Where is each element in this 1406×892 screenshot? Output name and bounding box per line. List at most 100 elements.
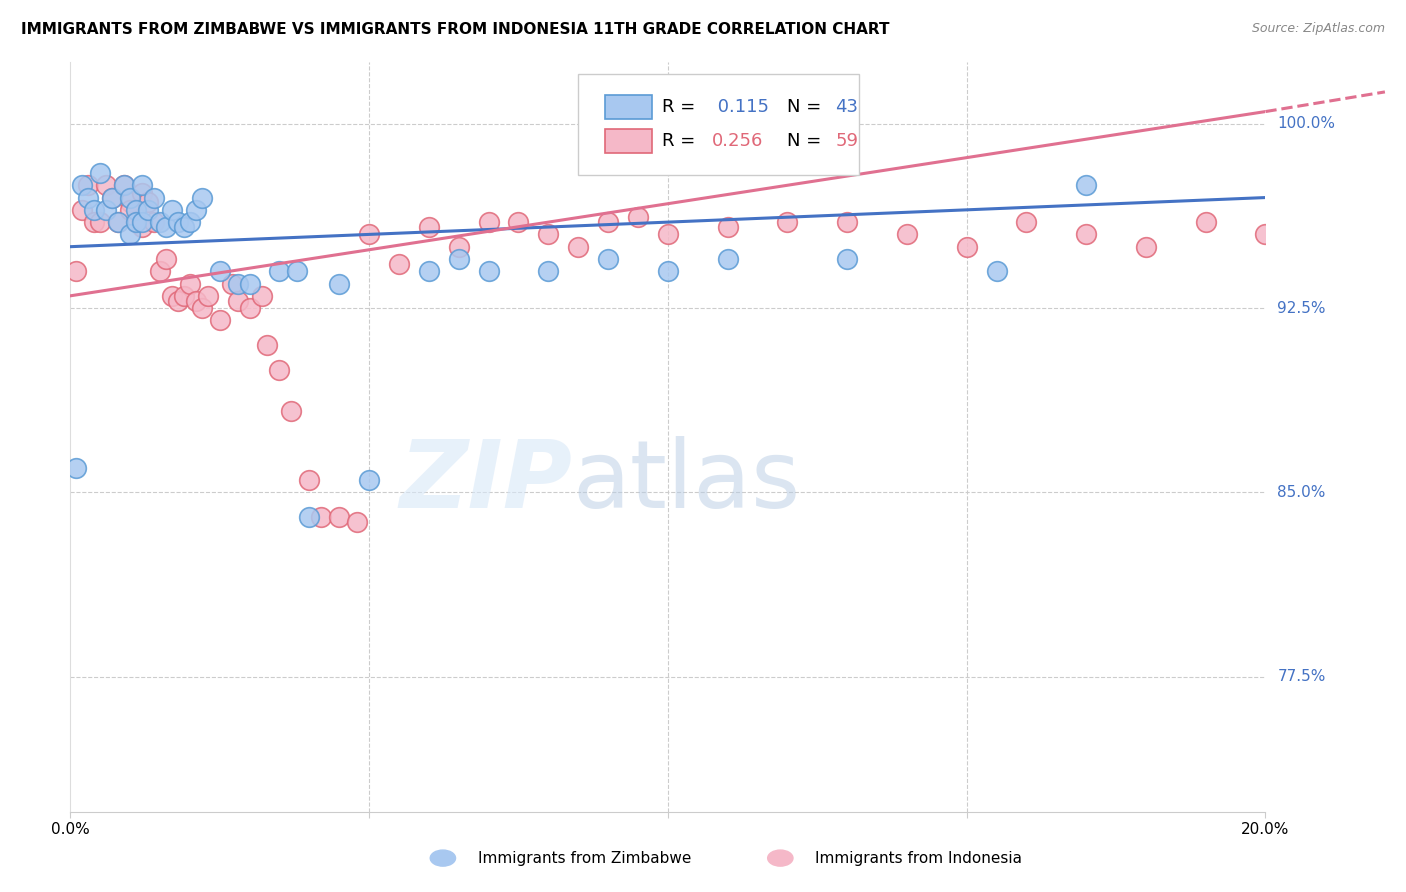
Point	[89, 215, 111, 229]
Point	[269, 362, 291, 376]
Text: IMMIGRANTS FROM ZIMBABWE VS IMMIGRANTS FROM INDONESIA 11TH GRADE CORRELATION CHA: IMMIGRANTS FROM ZIMBABWE VS IMMIGRANTS F…	[21, 22, 890, 37]
Point	[1076, 227, 1098, 242]
Point	[896, 227, 918, 242]
Point	[239, 277, 262, 291]
Point	[298, 473, 321, 487]
Point	[1195, 215, 1218, 229]
Point	[447, 240, 470, 254]
Point	[567, 240, 589, 254]
Point	[131, 215, 153, 229]
Point	[136, 195, 159, 210]
Point	[1315, 240, 1337, 254]
Point	[837, 215, 859, 229]
Point	[717, 220, 740, 235]
Point	[89, 166, 111, 180]
Point	[65, 460, 87, 475]
Point	[328, 277, 350, 291]
Text: R =: R =	[662, 98, 700, 116]
Point	[717, 252, 740, 266]
Text: 43: 43	[835, 98, 858, 116]
Point	[346, 515, 368, 529]
Point	[125, 202, 148, 217]
Point	[120, 227, 141, 242]
Point	[184, 293, 207, 308]
Text: 0.256: 0.256	[711, 132, 763, 150]
Point	[83, 215, 105, 229]
Point	[657, 227, 679, 242]
Point	[478, 264, 501, 278]
Point	[191, 301, 214, 315]
Point	[776, 215, 799, 229]
Point	[120, 190, 141, 204]
Point	[96, 202, 118, 217]
Point	[107, 215, 129, 229]
Point	[221, 277, 243, 291]
FancyBboxPatch shape	[578, 74, 859, 175]
Point	[191, 190, 214, 204]
Point	[287, 264, 309, 278]
Text: 77.5%: 77.5%	[1278, 669, 1326, 684]
Point	[125, 215, 148, 229]
Point	[70, 202, 93, 217]
Point	[155, 252, 177, 266]
Bar	[605, 95, 652, 120]
Point	[131, 220, 153, 235]
Point	[598, 215, 620, 229]
Point	[1135, 240, 1157, 254]
Text: Immigrants from Indonesia: Immigrants from Indonesia	[815, 851, 1022, 865]
Point	[101, 190, 124, 204]
Point	[598, 252, 620, 266]
Point	[131, 178, 153, 193]
Point	[537, 264, 560, 278]
Point	[131, 186, 153, 200]
Point	[155, 220, 177, 235]
Point	[179, 215, 201, 229]
Point	[136, 202, 159, 217]
Point	[65, 264, 87, 278]
Point	[837, 252, 859, 266]
Point	[77, 178, 100, 193]
Text: ZIP: ZIP	[399, 436, 572, 528]
Point	[280, 404, 302, 418]
Point	[239, 301, 262, 315]
Point	[627, 211, 650, 225]
Point	[112, 178, 135, 193]
Text: R =: R =	[662, 132, 700, 150]
Point	[311, 510, 333, 524]
Point	[298, 510, 321, 524]
Point	[77, 190, 100, 204]
Point	[101, 190, 124, 204]
Point	[418, 220, 440, 235]
Point	[208, 264, 231, 278]
Point	[166, 293, 188, 308]
Point	[478, 215, 501, 229]
Text: N =: N =	[787, 132, 827, 150]
Point	[956, 240, 979, 254]
Point	[418, 264, 440, 278]
Point	[359, 473, 381, 487]
Text: 100.0%: 100.0%	[1278, 116, 1336, 131]
Text: 92.5%: 92.5%	[1278, 301, 1326, 316]
Point	[226, 277, 249, 291]
Point	[388, 257, 411, 271]
Point	[328, 510, 350, 524]
Point	[120, 202, 141, 217]
Point	[120, 195, 141, 210]
Point	[1076, 178, 1098, 193]
Text: atlas: atlas	[572, 436, 800, 528]
Point	[173, 220, 195, 235]
Point	[70, 178, 93, 193]
Point	[166, 215, 188, 229]
Point	[149, 264, 172, 278]
Point	[226, 293, 249, 308]
Text: Source: ZipAtlas.com: Source: ZipAtlas.com	[1251, 22, 1385, 36]
Text: Immigrants from Zimbabwe: Immigrants from Zimbabwe	[478, 851, 692, 865]
Point	[256, 338, 278, 352]
Point	[1254, 227, 1277, 242]
Bar	[605, 129, 652, 153]
Point	[359, 227, 381, 242]
Point	[149, 215, 172, 229]
Point	[250, 289, 273, 303]
Text: N =: N =	[787, 98, 827, 116]
Point	[125, 215, 148, 229]
